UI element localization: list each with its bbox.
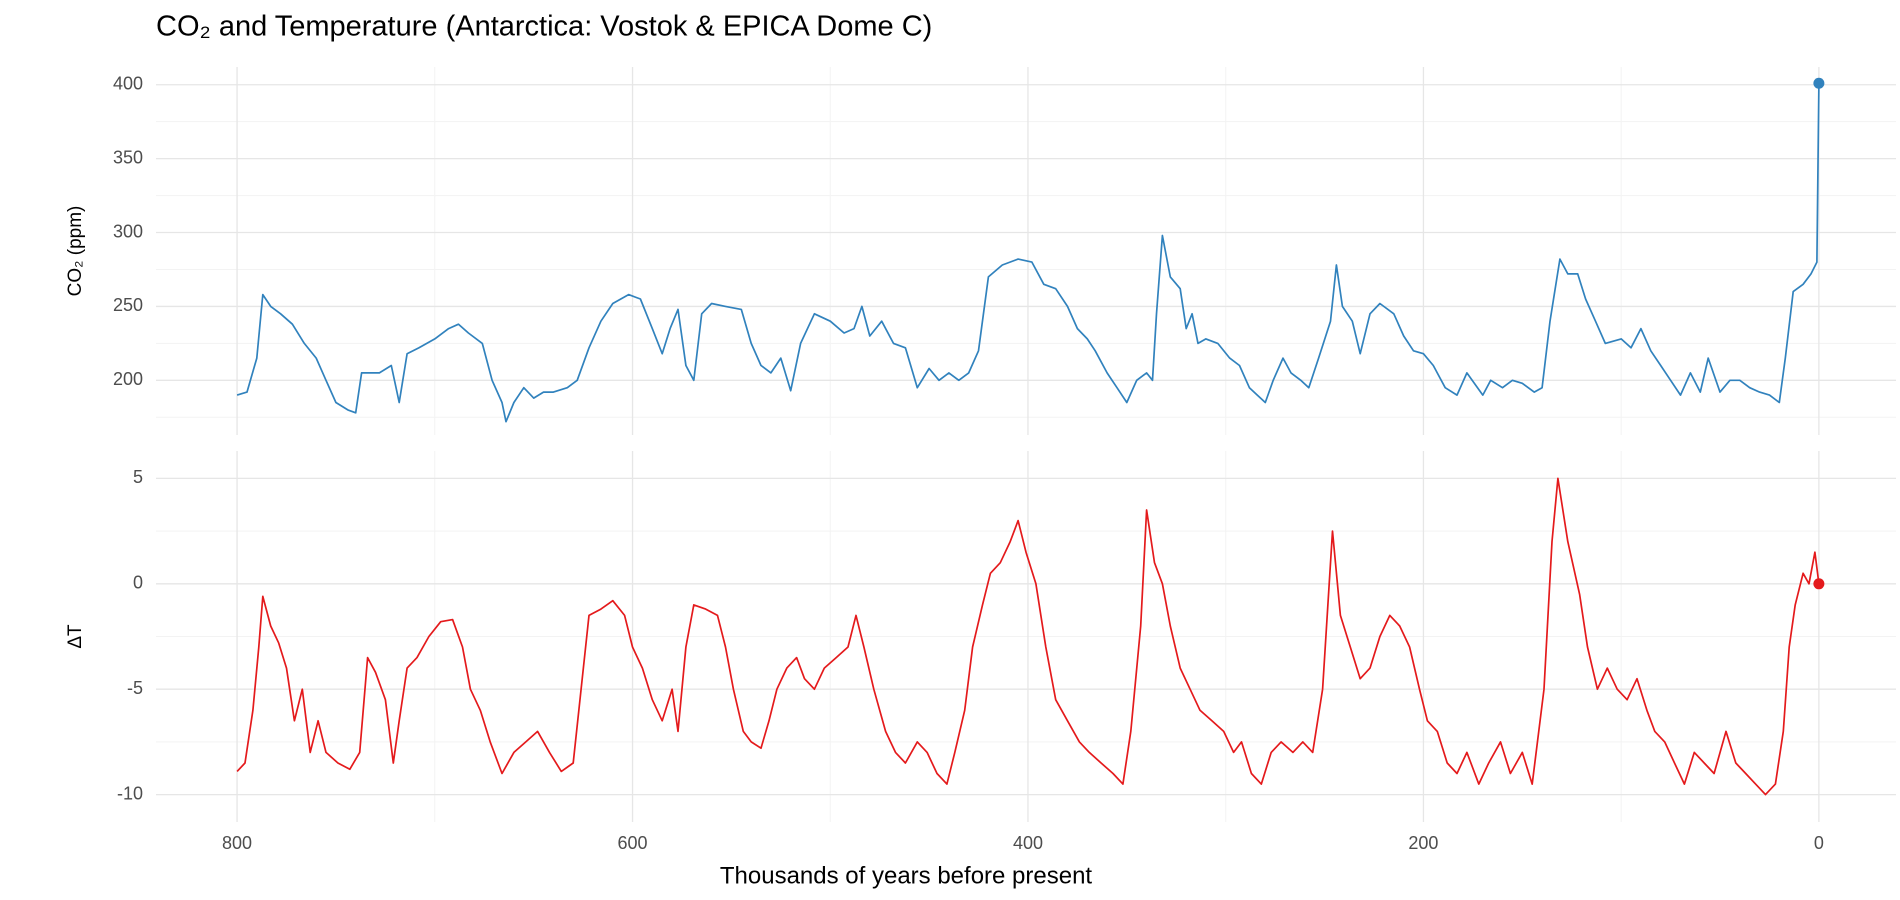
x-tick-label: 200 — [1408, 833, 1438, 853]
y-tick-label: 200 — [113, 369, 143, 389]
y-tick-label: 5 — [133, 467, 143, 487]
x-axis-label: Thousands of years before present — [720, 862, 1093, 889]
end-point — [1813, 77, 1825, 89]
y-tick-label: 400 — [113, 73, 143, 93]
data-line — [236, 83, 1820, 423]
y-axis-label: ΔT — [65, 624, 86, 649]
y-tick-label: 250 — [113, 295, 143, 315]
x-tick-label: 0 — [1814, 833, 1824, 853]
y-tick-label: 0 — [133, 573, 143, 593]
data-line — [236, 477, 1820, 796]
x-tick-label: 400 — [1013, 833, 1043, 853]
x-tick-label: 600 — [617, 833, 647, 853]
end-point — [1813, 578, 1825, 590]
x-tick-label: 800 — [222, 833, 252, 853]
y-tick-label: -10 — [117, 783, 143, 803]
chart-title: CO₂ and Temperature (Antarctica: Vostok … — [156, 11, 932, 43]
y-tick-label: 300 — [113, 221, 143, 241]
y-axis-label: CO₂ (ppm) — [65, 206, 86, 297]
y-tick-label: -5 — [127, 678, 143, 698]
y-tick-label: 350 — [113, 147, 143, 167]
